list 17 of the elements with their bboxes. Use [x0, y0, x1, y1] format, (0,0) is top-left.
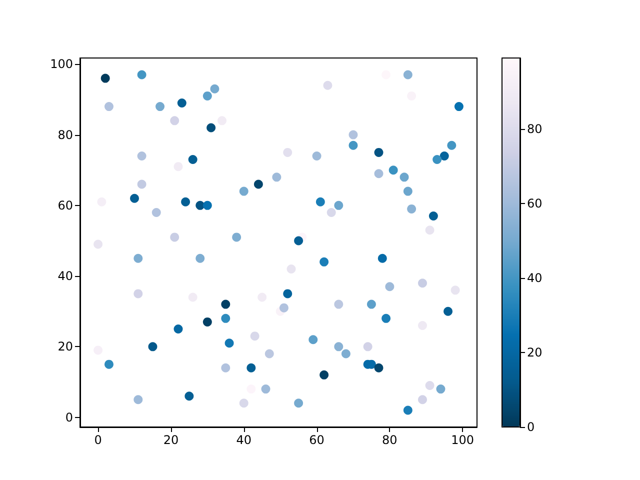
x-tick-label: 100	[451, 433, 474, 447]
color-bar-label: 0	[527, 420, 535, 434]
y-tick-label: 60	[58, 198, 73, 212]
y-tick-label: 100	[50, 57, 73, 72]
color-bar-label: 60	[527, 196, 542, 210]
x-tick-label: 0	[94, 433, 102, 447]
color-bar-label: 40	[527, 270, 542, 285]
x-tick-label: 60	[309, 433, 324, 447]
color-bar-label: 20	[527, 345, 542, 360]
y-tick-label: 20	[58, 340, 73, 354]
y-tick-label: 40	[58, 269, 73, 284]
color-bar-label: 80	[527, 122, 542, 136]
y-tick-label: 0	[65, 410, 73, 424]
x-tick-label: 80	[382, 433, 398, 447]
x-tick-label: 20	[163, 433, 179, 447]
y-tick-label: 80	[58, 128, 73, 142]
x-tick-label: 40	[236, 433, 252, 447]
